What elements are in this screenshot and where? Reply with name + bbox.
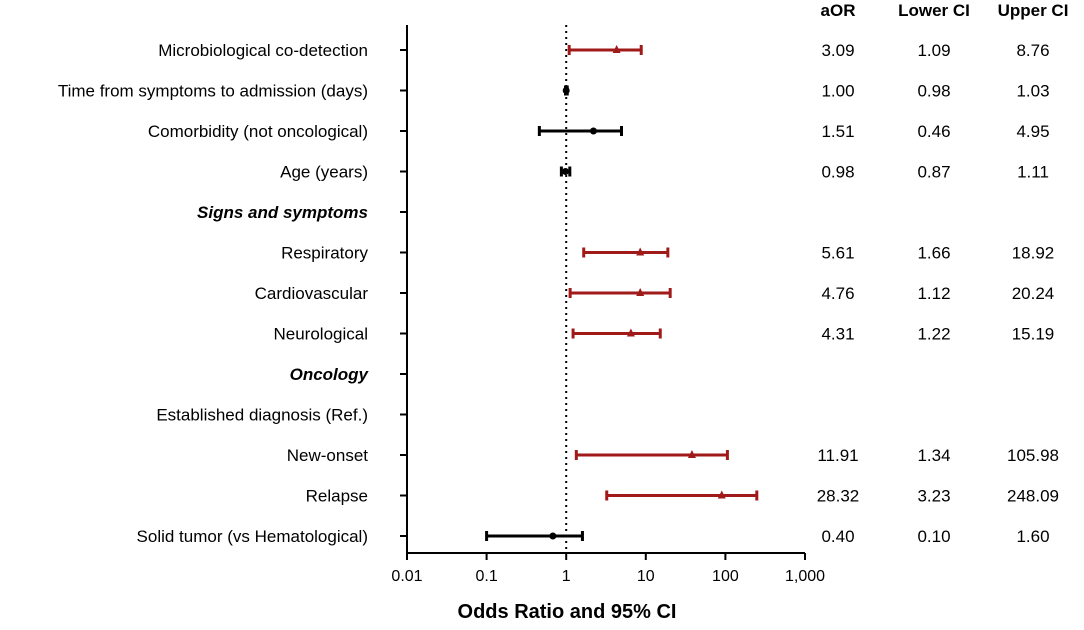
x-axis-title: Odds Ratio and 95% CI bbox=[458, 601, 677, 623]
aor-value: 3.09 bbox=[821, 41, 854, 60]
upper-ci-value: 20.24 bbox=[1012, 284, 1055, 303]
row-label: Cardiovascular bbox=[255, 284, 369, 303]
row-label: Neurological bbox=[274, 325, 369, 344]
aor-value: 28.32 bbox=[817, 487, 860, 506]
aor-value: 11.91 bbox=[817, 446, 858, 465]
row-label: Age (years) bbox=[280, 163, 368, 182]
point-estimate bbox=[612, 45, 621, 53]
upper-ci-value: 248.09 bbox=[1007, 487, 1059, 506]
point-estimate bbox=[636, 288, 645, 296]
point-estimate bbox=[549, 532, 557, 540]
row-label: Established diagnosis (Ref.) bbox=[156, 406, 368, 425]
aor-value: 4.31 bbox=[821, 325, 854, 344]
row-label: Microbiological co-detection bbox=[158, 41, 368, 60]
x-tick-label: 1,000 bbox=[785, 568, 825, 585]
point-estimate bbox=[562, 168, 570, 175]
point-estimate bbox=[687, 450, 696, 458]
lower-ci-value: 3.23 bbox=[917, 487, 950, 506]
upper-ci-value: 15.19 bbox=[1012, 325, 1055, 344]
upper-ci-value: 4.95 bbox=[1016, 122, 1049, 141]
upper-ci-value: 1.11 bbox=[1017, 163, 1049, 182]
lower-ci-value: 1.66 bbox=[917, 244, 950, 263]
row-label: New-onset bbox=[287, 446, 369, 465]
upper-ci-value: 18.92 bbox=[1012, 244, 1055, 263]
aor-value: 1.51 bbox=[821, 122, 854, 141]
row-label: Solid tumor (vs Hematological) bbox=[137, 527, 368, 546]
column-header: aOR bbox=[821, 1, 856, 20]
x-tick-label: 1 bbox=[562, 568, 571, 585]
aor-value: 4.76 bbox=[821, 284, 854, 303]
x-tick-label: 0.01 bbox=[391, 568, 422, 585]
lower-ci-value: 0.10 bbox=[917, 527, 950, 546]
lower-ci-value: 1.12 bbox=[917, 284, 950, 303]
upper-ci-value: 1.03 bbox=[1016, 82, 1049, 101]
lower-ci-value: 0.87 bbox=[917, 163, 950, 182]
axis-layer: 0.01 0.1 1 10 100 1,000 bbox=[391, 25, 825, 585]
marks-layer bbox=[485, 45, 759, 541]
lower-ci-value: 0.98 bbox=[917, 82, 950, 101]
values-table: aOR Lower CI Upper CI 3.09 1.09 8.76 1.00 0.98 1… bbox=[817, 1, 1069, 546]
aor-value: 0.40 bbox=[821, 527, 854, 546]
upper-ci-value: 1.60 bbox=[1016, 527, 1049, 546]
upper-ci-value: 105.98 bbox=[1007, 446, 1059, 465]
point-estimate bbox=[562, 87, 570, 94]
row-labels: Microbiological co-detection Time from sy… bbox=[58, 41, 370, 546]
section-header: Signs and symptoms bbox=[197, 203, 368, 222]
lower-ci-value: 1.22 bbox=[917, 325, 950, 344]
lower-ci-value: 0.46 bbox=[917, 122, 950, 141]
point-estimate bbox=[636, 247, 645, 256]
x-tick-label: 100 bbox=[712, 568, 739, 585]
point-estimate bbox=[717, 490, 726, 499]
point-estimate bbox=[626, 328, 635, 337]
column-header: Lower CI bbox=[898, 1, 970, 20]
column-header: Upper CI bbox=[998, 1, 1069, 20]
lower-ci-value: 1.09 bbox=[917, 41, 950, 60]
row-label: Comorbidity (not oncological) bbox=[148, 122, 368, 141]
row-label: Respiratory bbox=[281, 244, 368, 263]
aor-value: 5.61 bbox=[821, 244, 854, 263]
aor-value: 0.98 bbox=[821, 163, 854, 182]
point-estimate bbox=[589, 127, 597, 135]
row-label: Relapse bbox=[306, 487, 368, 506]
x-tick-label: 10 bbox=[637, 568, 655, 585]
aor-value: 1.00 bbox=[821, 82, 854, 101]
lower-ci-value: 1.34 bbox=[917, 446, 950, 465]
section-header: Oncology bbox=[290, 365, 370, 384]
row-label: Time from symptoms to admission (days) bbox=[58, 82, 368, 101]
x-tick-label: 0.1 bbox=[475, 568, 497, 585]
upper-ci-value: 8.76 bbox=[1016, 41, 1049, 60]
